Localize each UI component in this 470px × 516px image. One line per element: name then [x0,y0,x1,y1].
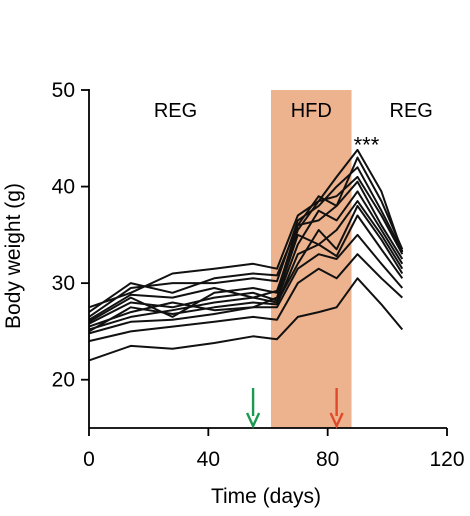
series-line-9 [88,175,404,321]
series-line-12 [88,148,404,309]
label-layer: Time (days) Body weight (g) 20 30 40 50 0 40 8… [2,79,465,508]
y-axis-title: Body weight (g) [2,183,25,329]
y-tick-label-30: 30 [52,272,75,295]
arrow-head-1 [245,412,261,429]
x-tick-label-0: 0 [83,448,95,471]
series-line-5 [88,204,404,331]
series-layer [88,148,404,362]
region-label-3: REG [390,100,433,122]
y-tick-label-50: 50 [52,79,75,102]
significance-annotation: *** [354,132,380,157]
series-line-11 [88,156,404,313]
arrow-head-2 [329,412,344,429]
series-line-6 [88,200,404,328]
x-tick-label-120: 120 [429,448,464,471]
series-line-1 [88,277,404,362]
x-tick-label-40: 40 [197,448,220,471]
series-line-7 [88,190,404,325]
x-axis-title: Time (days) [211,485,321,508]
x-tick-label-80: 80 [316,448,339,471]
region-label-2: HFD [291,100,332,122]
axes-layer [81,89,448,436]
series-line-2 [88,253,403,343]
region-label-1: REG [154,100,197,122]
y-tick-label-40: 40 [52,176,75,199]
y-tick-label-20: 20 [52,369,75,392]
series-line-3 [88,233,404,335]
